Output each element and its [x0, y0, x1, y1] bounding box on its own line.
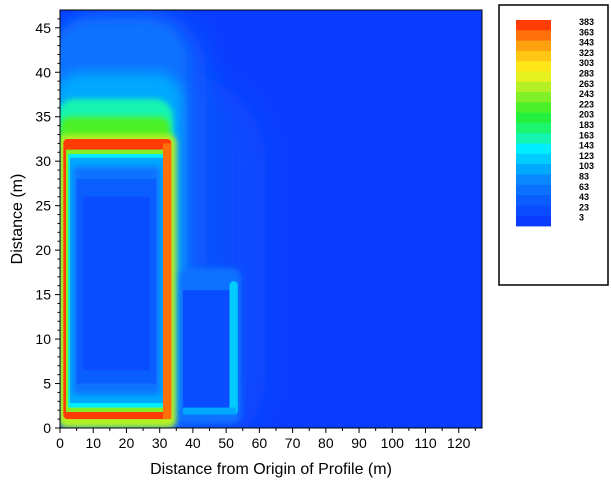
legend-swatch — [516, 50, 551, 62]
legend-swatch — [516, 164, 551, 175]
legend-label: 283 — [579, 69, 594, 79]
y-tick-label: 30 — [35, 153, 51, 169]
legend-swatch — [516, 153, 551, 165]
y-axis: 0 5 10 15 20 25 30 35 40 45 — [35, 18, 60, 436]
legend-label: 303 — [579, 58, 594, 68]
y-tick-label: 45 — [35, 20, 51, 36]
x-tick-label: 90 — [351, 435, 367, 451]
legend-label: 83 — [579, 172, 589, 182]
x-tick-label: 30 — [152, 435, 168, 451]
legend-swatch — [516, 123, 551, 134]
legend-label: 123 — [579, 151, 594, 161]
legend-label: 143 — [579, 141, 594, 151]
y-tick-label: 25 — [35, 198, 51, 214]
legend-swatch — [516, 195, 551, 206]
x-tick-label: 120 — [447, 435, 471, 451]
legend-label: 183 — [579, 120, 594, 130]
y-tick-label: 20 — [35, 242, 51, 258]
legend-label: 203 — [579, 110, 594, 120]
legend-swatch — [516, 30, 551, 41]
x-tick-label: 100 — [381, 435, 405, 451]
legend: 3833633433233032832632432232031831631431… — [498, 4, 609, 286]
legend-label: 43 — [579, 192, 589, 202]
y-tick-label: 0 — [43, 420, 51, 436]
legend-swatch — [516, 184, 551, 196]
legend-swatch — [516, 215, 551, 227]
x-axis: 0 10 20 30 40 50 60 70 80 90 100 110 120 — [56, 428, 476, 451]
legend-swatch — [516, 20, 551, 31]
legend-swatch — [516, 143, 551, 155]
legend-labels: 3833633433233032832632432232031831631431… — [579, 17, 594, 223]
legend-swatch — [516, 81, 551, 93]
contour-interior-core — [83, 196, 150, 371]
y-tick-label: 5 — [43, 376, 51, 392]
x-axis-label: Distance from Origin of Profile (m) — [150, 461, 392, 478]
contour-small-edge — [229, 281, 238, 415]
x-tick-label: 20 — [119, 435, 135, 451]
legend-swatch — [516, 61, 551, 72]
legend-label: 363 — [579, 27, 594, 37]
legend-label: 163 — [579, 130, 594, 140]
legend-swatch — [516, 174, 551, 186]
legend-swatch — [516, 102, 551, 114]
legend-swatch — [516, 112, 551, 124]
x-tick-label: 0 — [56, 435, 64, 451]
legend-label: 343 — [579, 38, 594, 48]
legend-swatches — [516, 20, 551, 227]
x-tick-label: 110 — [414, 435, 437, 451]
contour-small-interior — [182, 290, 230, 408]
legend-label: 103 — [579, 161, 594, 171]
legend-label: 63 — [579, 182, 589, 192]
x-tick-label: 70 — [285, 435, 301, 451]
contour-right-edge — [163, 143, 172, 420]
x-tick-label: 80 — [318, 435, 334, 451]
legend-label: 323 — [579, 48, 594, 58]
legend-label: 243 — [579, 89, 594, 99]
legend-label: 23 — [579, 202, 589, 212]
legend-swatch — [516, 40, 551, 52]
legend-label: 3 — [579, 213, 584, 223]
legend-swatch — [516, 205, 551, 217]
y-axis-label: Distance (m) — [9, 174, 26, 265]
y-tick-label: 10 — [35, 331, 51, 347]
x-tick-label: 40 — [185, 435, 201, 451]
y-tick-label: 40 — [35, 64, 51, 80]
contour-small-bottom — [182, 407, 237, 415]
plot-area — [60, 10, 482, 428]
legend-label: 383 — [579, 17, 594, 27]
x-tick-label: 50 — [218, 435, 234, 451]
legend-label: 223 — [579, 99, 594, 109]
legend-swatch — [516, 71, 551, 83]
y-tick-label: 35 — [35, 109, 51, 125]
legend-label: 263 — [579, 79, 594, 89]
y-tick-label: 15 — [35, 287, 51, 303]
x-tick-label: 10 — [85, 435, 101, 451]
legend-swatch — [516, 92, 551, 103]
x-tick-label: 60 — [252, 435, 268, 451]
legend-swatch — [516, 133, 551, 144]
